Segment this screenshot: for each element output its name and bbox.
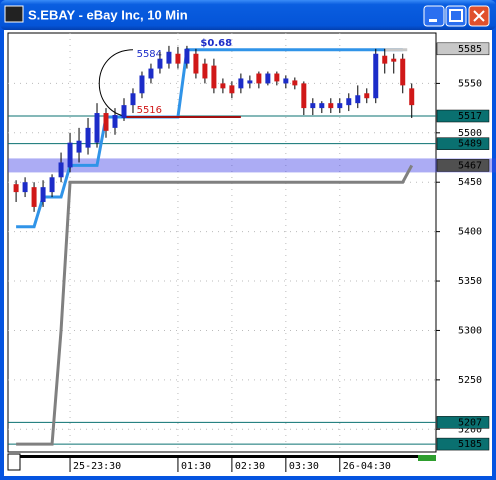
candle-body	[382, 55, 388, 64]
level-label: 5489	[458, 139, 482, 150]
candle-body	[391, 58, 397, 62]
candle-body	[22, 182, 28, 193]
candle-body	[103, 113, 109, 131]
y-tick-label: 5450	[458, 177, 482, 188]
candle-body	[175, 53, 181, 64]
candle-body	[166, 51, 172, 64]
candle-body	[112, 115, 118, 128]
x-tick-label: 01:30	[181, 461, 211, 472]
candle-body	[58, 162, 64, 178]
candle-body	[238, 78, 244, 89]
range-bracket	[98, 49, 133, 118]
level-label: 5467	[458, 160, 482, 171]
candle-body	[31, 187, 37, 207]
candle-body	[265, 73, 271, 84]
candle-body	[211, 65, 217, 89]
level-label: 5207	[458, 417, 482, 428]
level-label-box	[436, 159, 490, 172]
candle-body	[310, 103, 316, 109]
candle-body	[400, 58, 406, 86]
candle-body	[148, 68, 154, 79]
level-label: 5517	[458, 111, 482, 122]
level-label: 5585	[458, 44, 482, 55]
candle-body	[13, 184, 19, 193]
candle-body	[130, 93, 136, 106]
title-bar	[0, 0, 496, 30]
y-tick-label: 5200	[458, 424, 482, 435]
window-title: S.EBAY - eBay Inc, 10 Min	[28, 7, 188, 22]
candle-body	[121, 105, 127, 118]
candle-body	[49, 177, 55, 193]
plot-area	[7, 32, 437, 453]
candle-body	[274, 73, 280, 82]
candle-body	[139, 75, 145, 94]
candle-body	[283, 78, 289, 84]
candle-body	[337, 103, 343, 109]
low-label: 5516	[137, 105, 162, 116]
scroll-track[interactable]	[20, 455, 436, 458]
high-label: 5584	[137, 49, 162, 60]
x-tick-label: 25-23:30	[73, 461, 121, 472]
candle-body	[202, 63, 208, 79]
level-label-box	[436, 437, 490, 451]
candle-body	[229, 85, 235, 94]
level-label-box	[436, 137, 490, 150]
candle-body	[409, 88, 415, 106]
maximize-button[interactable]	[445, 5, 467, 27]
candle-body	[184, 48, 190, 64]
candle-body	[355, 95, 361, 104]
indicator-line	[16, 48, 403, 229]
candle-body	[247, 80, 253, 84]
candle-body	[193, 53, 199, 74]
candle-body	[220, 83, 226, 89]
level-band	[8, 158, 496, 173]
x-tick-label: 26-04:30	[343, 461, 391, 472]
candle-body	[40, 187, 46, 202]
y-tick-label: 5250	[458, 375, 482, 386]
level-label-box	[436, 109, 490, 123]
candle-body	[94, 113, 100, 143]
candle-body	[76, 140, 82, 153]
candle-body	[301, 83, 307, 109]
level-label-box	[436, 416, 490, 429]
candle-body	[292, 80, 298, 86]
y-tick-label: 5550	[458, 78, 482, 89]
candle-body	[373, 53, 379, 99]
scroll-box[interactable]	[7, 453, 21, 471]
level-label: 5185	[458, 439, 482, 450]
candle-body	[256, 73, 262, 84]
candle-body	[85, 127, 91, 148]
y-tick-label: 5500	[458, 128, 482, 139]
indicator-line	[16, 164, 414, 446]
level-label-box	[436, 42, 490, 56]
candle-body	[364, 93, 370, 99]
y-tick-label: 5300	[458, 325, 482, 336]
diff-label: $0.68	[200, 38, 232, 49]
close-button[interactable]	[468, 5, 490, 27]
candle-body	[319, 103, 325, 109]
x-tick-label: 03:30	[289, 461, 319, 472]
scroll-end[interactable]	[418, 455, 436, 461]
candle-body	[346, 98, 352, 106]
candle-body	[157, 58, 163, 69]
candle-body	[67, 142, 73, 168]
app-icon	[4, 5, 24, 23]
x-tick-label: 02:30	[235, 461, 265, 472]
candle-body	[328, 103, 334, 109]
y-tick-label: 5400	[458, 227, 482, 238]
minimize-button[interactable]	[423, 5, 445, 27]
y-tick-label: 5350	[458, 276, 482, 287]
